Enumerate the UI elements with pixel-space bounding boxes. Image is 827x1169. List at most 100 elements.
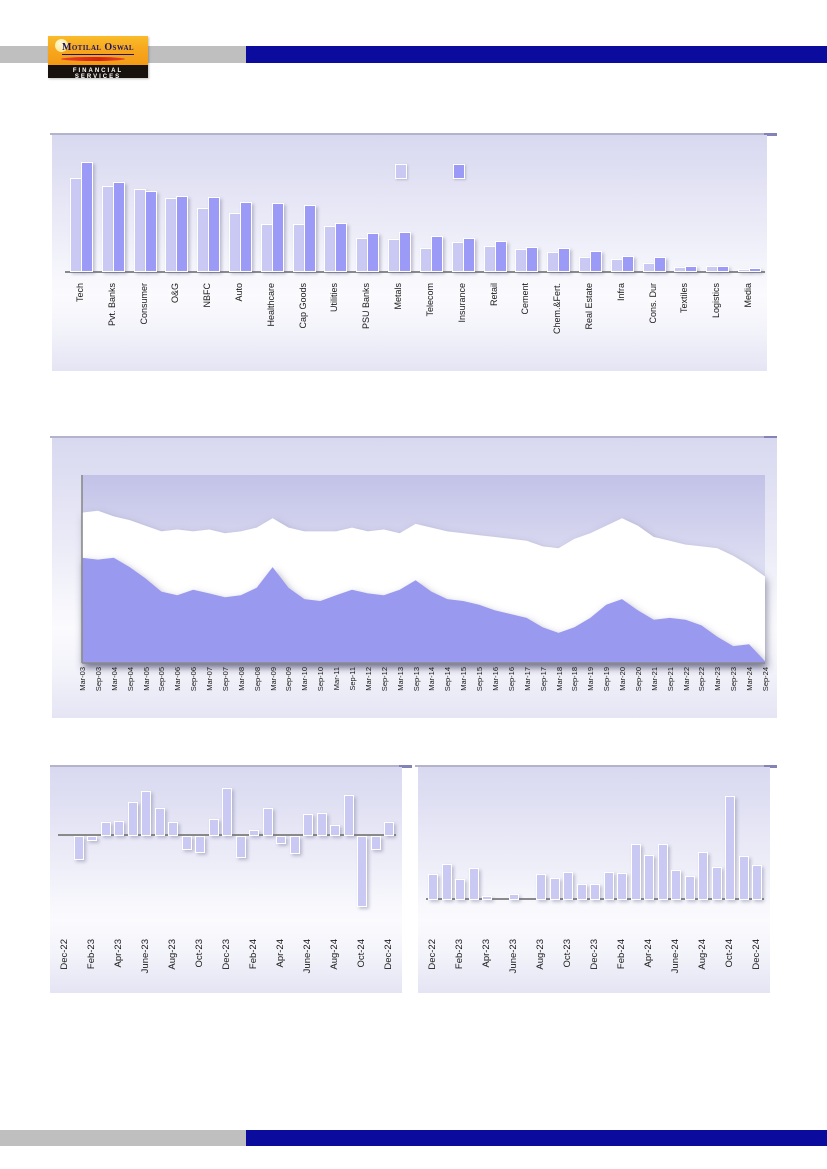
x-tick-label: Sep-14 (443, 667, 453, 692)
chart-sector-bars: Tech Pvt. Banks Consumer O&G NBFC Auto Healthc… (52, 135, 767, 371)
x-tick-label: Sep-07 (220, 667, 230, 692)
bar-month (698, 851, 709, 900)
bar-series-2 (590, 251, 602, 272)
category-label: NBFC (202, 283, 213, 308)
x-tick-label: Mar-13 (395, 667, 405, 691)
bar-month (208, 818, 219, 836)
logo-title: Motilal Oswal (62, 42, 134, 55)
bar-month (357, 835, 368, 908)
x-tick-label: Mar-15 (459, 667, 469, 691)
x-tick-label: Mar-17 (522, 667, 532, 691)
x-tick-label: Sep-08 (252, 667, 262, 692)
x-tick-label: June-23 (139, 939, 151, 974)
x-tick-label: Aug-23 (166, 939, 178, 970)
x-tick-label: Mar-22 (681, 667, 691, 691)
bar-series-2 (558, 248, 571, 272)
bar-month (262, 808, 273, 836)
x-tick-label: Feb-23 (453, 939, 465, 970)
logo-black-strip (48, 65, 148, 78)
bar-month (100, 822, 111, 836)
bar-month (725, 795, 736, 900)
chart-area-band: Mar-03 Sep-03 Mar-04 Sep-04 Mar-05 Sep-05 Mar-… (52, 438, 777, 718)
bar-month (303, 813, 314, 836)
bar-series-2 (240, 202, 252, 272)
bar-month (738, 855, 749, 900)
x-tick-label: Sep-21 (665, 667, 675, 692)
bar-series-2 (208, 197, 221, 272)
x-tick-label: Sep-04 (125, 667, 135, 692)
x-tick-label: Sep-22 (697, 667, 707, 692)
bar-month (644, 854, 655, 900)
category-label: Retail (488, 283, 499, 307)
x-tick-label: Mar-04 (109, 667, 119, 691)
bar-series-2 (430, 236, 443, 272)
x-tick-label: Apr-23 (480, 939, 492, 968)
x-tick-label: Mar-12 (363, 667, 373, 691)
logo-subtitle: FINANCIAL SERVICES (72, 68, 124, 80)
chart3-border-tick (399, 765, 412, 768)
bar-series-2 (526, 247, 539, 272)
logo-sun-icon (55, 39, 68, 52)
category-label: Textiles (679, 283, 690, 314)
bar-series-2 (621, 256, 634, 272)
bar-month (468, 867, 479, 900)
x-tick-label: Apr-24 (275, 939, 287, 968)
motilal-oswal-logo: Motilal Oswal FINANCIAL SERVICES (48, 36, 148, 80)
bar-month (73, 835, 84, 860)
category-label: Telecom (424, 283, 435, 317)
category-label: O&G (170, 283, 181, 304)
x-tick-label: Dec-23 (221, 939, 232, 970)
bar-series-2 (176, 196, 189, 272)
x-tick-label: Mar-05 (141, 667, 151, 691)
x-tick-label: Oct-23 (193, 939, 205, 968)
x-tick-label: Mar-06 (173, 667, 183, 691)
header-navy-band (246, 46, 827, 63)
x-tick-label: Sep-23 (729, 667, 739, 692)
x-tick-label: Sep-13 (411, 667, 421, 692)
bar-month (671, 870, 682, 900)
x-tick-label: Oct-24 (724, 939, 736, 968)
x-tick-label: Dec-22 (426, 939, 438, 970)
x-tick-label: Mar-19 (586, 667, 596, 691)
bar-month (195, 835, 206, 854)
bar-series-2 (462, 238, 475, 272)
bar-series-2 (271, 203, 284, 272)
x-tick-label: Sep-16 (506, 667, 516, 692)
x-tick-label: Sep-15 (475, 667, 485, 692)
x-tick-label: Apr-23 (112, 939, 124, 968)
chart-monthly-flows-left: Dec-22 Feb-23 Apr-23 June-23 Aug-23 Oct-23 Dec… (50, 767, 402, 993)
bar-month (549, 878, 560, 900)
x-tick-label: Mar-20 (618, 667, 628, 691)
x-tick-label: Sep-19 (602, 667, 612, 692)
chart1-border-tick (764, 133, 777, 136)
x-tick-label: Dec-22 (58, 939, 70, 970)
area-chart-svg (81, 475, 765, 664)
bar-month (630, 844, 641, 900)
bar-month (576, 883, 587, 900)
bar-series-2 (144, 191, 157, 272)
category-label: Real Estate (584, 283, 594, 330)
logo-red-swoosh (61, 57, 125, 61)
x-tick-label: Mar-23 (713, 667, 723, 691)
category-label: Logistics (711, 283, 722, 319)
x-tick-label: Mar-09 (268, 667, 278, 691)
bar-month (455, 878, 466, 900)
x-tick-label: Sep-20 (633, 667, 643, 692)
bar-month (384, 822, 395, 836)
bar-month (711, 866, 722, 900)
bar-month (563, 871, 574, 900)
x-tick-label: Sep-11 (348, 667, 358, 691)
chart-monthly-flows-right: Dec-22 Feb-23 Apr-23 June-23 Aug-23 Oct-23 Dec… (418, 767, 770, 993)
bar-series-2 (653, 257, 666, 272)
category-label: Pvt. Banks (106, 283, 117, 327)
chart3-top-border (50, 765, 412, 768)
footer-gray-band (0, 1130, 246, 1146)
category-label: Cap Goods (297, 283, 308, 329)
x-tick-label: Mar-21 (649, 667, 659, 691)
bar-series-2 (717, 266, 730, 272)
x-tick-label: Mar-24 (745, 667, 755, 691)
bar-month (428, 874, 438, 900)
chart1-x-axis (65, 271, 765, 273)
category-label: Infra (615, 283, 626, 302)
bar-month (590, 884, 601, 900)
